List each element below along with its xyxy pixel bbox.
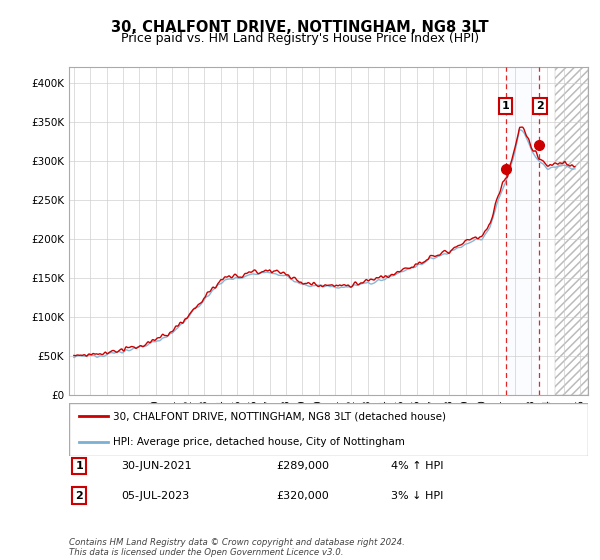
Text: Contains HM Land Registry data © Crown copyright and database right 2024.
This d: Contains HM Land Registry data © Crown c…	[69, 538, 405, 557]
Text: 3% ↓ HPI: 3% ↓ HPI	[391, 491, 443, 501]
Text: 1: 1	[502, 101, 509, 111]
Text: HPI: Average price, detached house, City of Nottingham: HPI: Average price, detached house, City…	[113, 436, 405, 446]
Text: 30, CHALFONT DRIVE, NOTTINGHAM, NG8 3LT: 30, CHALFONT DRIVE, NOTTINGHAM, NG8 3LT	[111, 20, 489, 35]
Bar	[556, 67, 588, 395]
Text: 2: 2	[536, 101, 544, 111]
Text: 4% ↑ HPI: 4% ↑ HPI	[391, 461, 443, 471]
Text: £289,000: £289,000	[277, 461, 329, 471]
Text: £320,000: £320,000	[277, 491, 329, 501]
Text: 05-JUL-2023: 05-JUL-2023	[121, 491, 189, 501]
Text: 1: 1	[76, 461, 83, 471]
Text: 30-JUN-2021: 30-JUN-2021	[121, 461, 191, 471]
Text: 30, CHALFONT DRIVE, NOTTINGHAM, NG8 3LT (detached house): 30, CHALFONT DRIVE, NOTTINGHAM, NG8 3LT …	[113, 412, 446, 422]
Bar	[506, 67, 539, 395]
Text: 2: 2	[76, 491, 83, 501]
Text: Price paid vs. HM Land Registry's House Price Index (HPI): Price paid vs. HM Land Registry's House …	[121, 32, 479, 45]
